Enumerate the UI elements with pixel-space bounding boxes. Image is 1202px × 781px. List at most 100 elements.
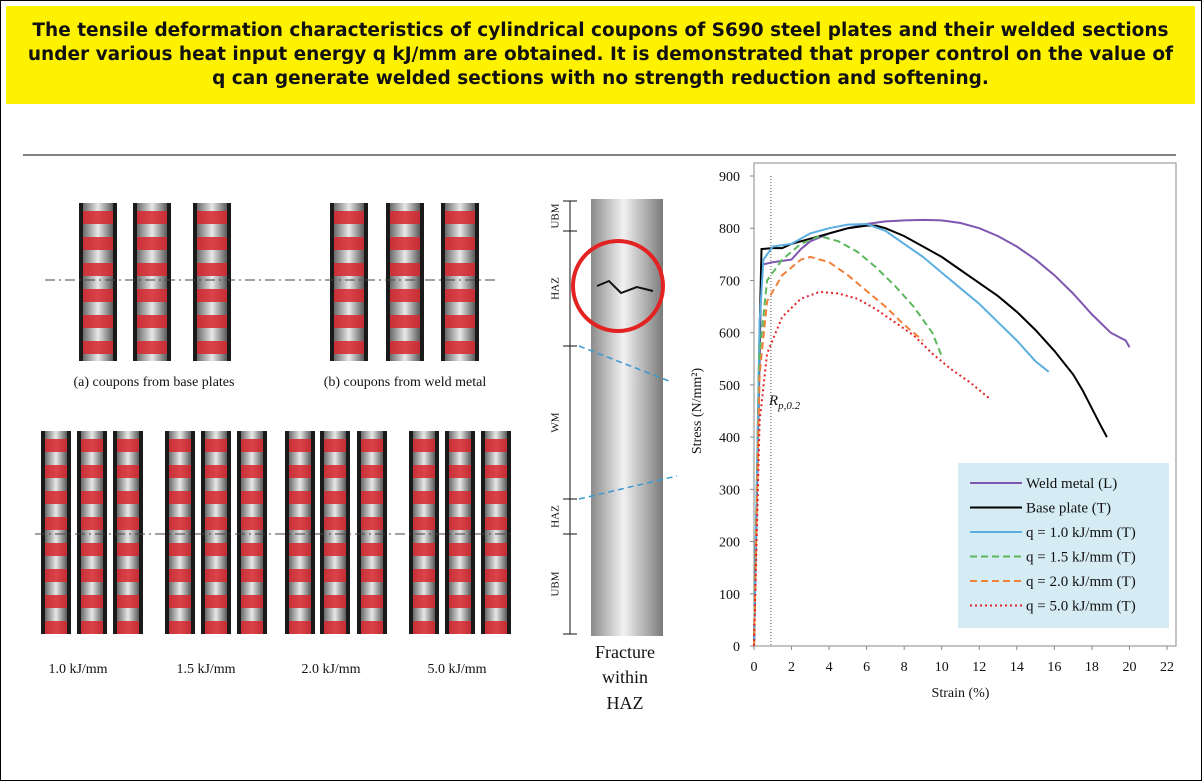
stripe <box>449 439 471 452</box>
stripe <box>137 315 167 328</box>
stripe <box>117 543 139 556</box>
stripe <box>137 341 167 354</box>
legend-label: q = 1.0 kJ/mm (T) <box>1026 525 1136 541</box>
stripe <box>83 315 113 328</box>
stripe <box>334 237 364 250</box>
heat-input-label: 1.5 kJ/mm <box>176 662 235 677</box>
stripe <box>117 595 139 608</box>
stripe <box>449 465 471 478</box>
boundary <box>578 475 678 500</box>
stripe <box>413 491 435 504</box>
stripe <box>324 569 346 582</box>
stripe <box>334 315 364 328</box>
y-tick-label: 0 <box>733 640 740 655</box>
stripe <box>197 211 227 224</box>
x-tick-label: 10 <box>935 660 949 675</box>
stripe <box>169 621 191 634</box>
stripe <box>289 543 311 556</box>
stripe <box>197 263 227 276</box>
stripe <box>197 315 227 328</box>
stripe <box>334 341 364 354</box>
stripe <box>169 465 191 478</box>
stripe <box>241 439 263 452</box>
stripe <box>169 517 191 530</box>
stripe <box>169 491 191 504</box>
stripe <box>81 621 103 634</box>
legend-label: Base plate (T) <box>1026 501 1111 517</box>
zone-label: UBM <box>550 571 562 596</box>
stripe <box>390 237 420 250</box>
stripe <box>117 517 139 530</box>
stripe <box>324 465 346 478</box>
stripe <box>205 621 227 634</box>
legend-label: q = 2.0 kJ/mm (T) <box>1026 574 1136 590</box>
coupon <box>241 431 263 634</box>
x-axis-label: Strain (%) <box>932 686 990 701</box>
coupon <box>45 431 67 634</box>
fracture-caption: within <box>602 667 648 687</box>
boundary <box>578 345 670 382</box>
stripe <box>117 465 139 478</box>
stripe <box>449 491 471 504</box>
series-line <box>753 224 1108 647</box>
stripe <box>361 569 383 582</box>
stripe <box>117 569 139 582</box>
stripe <box>137 263 167 276</box>
stripe <box>45 465 67 478</box>
stripe <box>137 289 167 302</box>
stripe <box>205 517 227 530</box>
x-tick-label: 18 <box>1085 660 1099 675</box>
stripe <box>289 491 311 504</box>
stripe <box>485 517 507 530</box>
stripe <box>390 263 420 276</box>
stripe <box>205 491 227 504</box>
stripe <box>81 517 103 530</box>
stripe <box>241 569 263 582</box>
caption: (a) coupons from base plates <box>74 375 235 390</box>
legend-label: Weld metal (L) <box>1026 476 1117 492</box>
stripe <box>445 211 475 224</box>
y-axis-label: Stress (N/mm²) <box>690 368 705 455</box>
fracture-caption: Fracture <box>595 642 655 662</box>
plot-frame <box>753 162 1177 647</box>
stripe <box>334 289 364 302</box>
coupon <box>390 203 420 361</box>
x-tick-label: 22 <box>1160 660 1174 675</box>
stripe <box>117 439 139 452</box>
stripe <box>361 465 383 478</box>
stripe <box>45 595 67 608</box>
y-tick-label: 900 <box>719 170 740 185</box>
stripe <box>361 517 383 530</box>
stripe <box>169 439 191 452</box>
y-tick-label: 100 <box>719 588 740 603</box>
stripe <box>361 595 383 608</box>
stripe <box>241 621 263 634</box>
stripe <box>241 595 263 608</box>
stripe <box>334 263 364 276</box>
x-tick-label: 12 <box>972 660 986 675</box>
stripe <box>81 439 103 452</box>
stripe <box>413 621 435 634</box>
stripe <box>390 289 420 302</box>
stripe <box>83 211 113 224</box>
stripe <box>485 439 507 452</box>
zone-label: WM <box>550 412 562 432</box>
y-tick-label: 500 <box>719 379 740 394</box>
series-line <box>753 290 990 647</box>
stripe <box>334 211 364 224</box>
coupon <box>205 431 227 634</box>
stripe <box>289 621 311 634</box>
stripe <box>413 595 435 608</box>
stripe <box>449 569 471 582</box>
stripe <box>485 595 507 608</box>
stripe <box>197 289 227 302</box>
stripe <box>289 439 311 452</box>
zone-label: HAZ <box>550 505 562 528</box>
photos: 1.0 kJ/mm 1.5 kJ/mm 2.0 kJ/mm 5.0 kJ/mm <box>35 203 514 677</box>
stripe <box>324 621 346 634</box>
stripe <box>205 465 227 478</box>
stripe <box>445 289 475 302</box>
stripe <box>83 237 113 250</box>
stripe <box>169 595 191 608</box>
